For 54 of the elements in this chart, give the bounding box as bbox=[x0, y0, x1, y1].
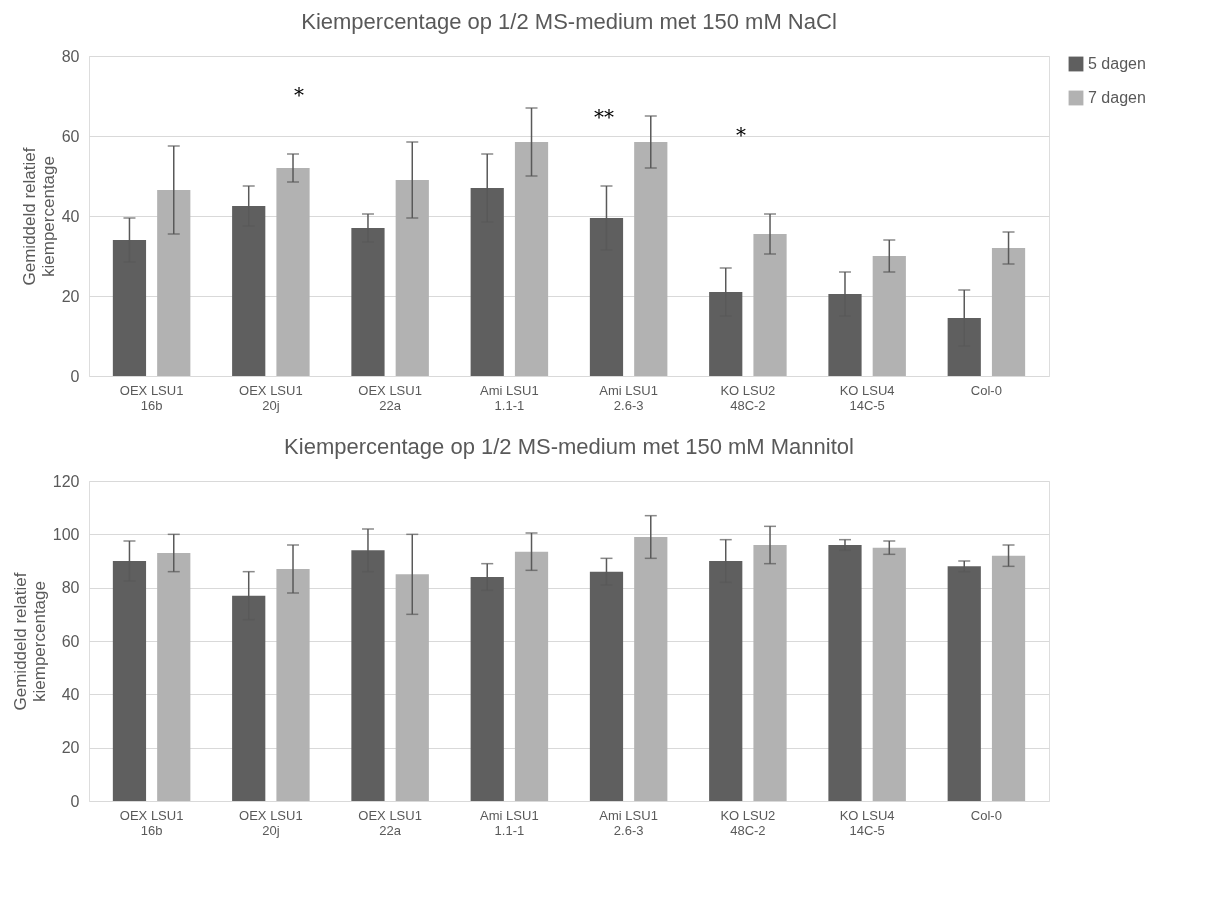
y-tick-label: 80 bbox=[61, 579, 80, 597]
x-tick-label: OEX LSU1 22a bbox=[358, 382, 422, 413]
x-tick-label: KO LSU4 14C-5 bbox=[839, 382, 895, 413]
x-tick-label: Col-0 bbox=[970, 807, 1002, 823]
bar bbox=[872, 547, 906, 801]
bar bbox=[753, 234, 787, 376]
bar bbox=[872, 256, 906, 376]
annotation: * bbox=[736, 123, 746, 147]
x-tick-label: Ami LSU1 2.6-3 bbox=[599, 382, 658, 413]
legend-label: 5 dagen bbox=[1088, 55, 1146, 72]
y-axis-title: Gemiddeld relatief kiempercentage bbox=[19, 147, 58, 286]
x-tick-label: Ami LSU1 1.1-1 bbox=[480, 382, 539, 413]
x-tick-label: KO LSU2 48C-2 bbox=[720, 382, 776, 413]
x-tick-label: OEX LSU1 22a bbox=[358, 807, 422, 838]
bar bbox=[634, 142, 668, 376]
x-tick-label: OEX LSU1 20j bbox=[239, 382, 303, 413]
y-tick-label: 20 bbox=[61, 739, 80, 757]
bar bbox=[514, 551, 549, 801]
bar bbox=[157, 553, 191, 801]
bar bbox=[276, 569, 310, 801]
y-axis-title: Gemiddeld relatief kiempercentage bbox=[10, 572, 49, 711]
bar bbox=[276, 168, 310, 376]
x-tick-label: Ami LSU1 1.1-1 bbox=[480, 807, 539, 838]
chart-title: Kiempercentage op 1/2 MS-medium met 150 mM Mannitol bbox=[284, 434, 854, 459]
y-tick-label: 120 bbox=[52, 472, 80, 490]
bar bbox=[395, 180, 429, 376]
y-tick-label: 0 bbox=[70, 792, 80, 810]
y-tick-label: 40 bbox=[61, 207, 80, 225]
y-tick-label: 40 bbox=[61, 685, 80, 703]
x-tick-label: OEX LSU1 16b bbox=[119, 807, 184, 838]
y-tick-label: 60 bbox=[61, 632, 80, 650]
x-tick-label: Ami LSU1 2.6-3 bbox=[599, 807, 658, 838]
legend-label: 7 dagen bbox=[1088, 89, 1146, 106]
y-tick-label: 100 bbox=[52, 525, 80, 543]
x-tick-label: KO LSU2 48C-2 bbox=[720, 807, 776, 838]
annotation: ** bbox=[594, 105, 614, 129]
bar bbox=[157, 190, 191, 376]
y-tick-label: 80 bbox=[61, 47, 80, 65]
chart-title: Kiempercentage op 1/2 MS-medium met 150 mM NaCl bbox=[301, 9, 837, 34]
x-tick-label: OEX LSU1 16b bbox=[119, 382, 184, 413]
bar bbox=[991, 248, 1026, 376]
bar bbox=[395, 574, 429, 801]
y-tick-label: 0 bbox=[70, 367, 80, 385]
annotation: * bbox=[294, 83, 304, 107]
y-tick-label: 20 bbox=[61, 287, 80, 305]
x-tick-label: Col-0 bbox=[970, 382, 1002, 398]
bar bbox=[753, 545, 787, 801]
bar bbox=[991, 555, 1026, 801]
x-tick-label: KO LSU4 14C-5 bbox=[839, 807, 895, 838]
x-tick-label: OEX LSU1 20j bbox=[239, 807, 303, 838]
bar bbox=[634, 537, 668, 801]
bar bbox=[947, 566, 981, 801]
y-tick-label: 60 bbox=[61, 127, 80, 145]
bar bbox=[514, 142, 549, 376]
